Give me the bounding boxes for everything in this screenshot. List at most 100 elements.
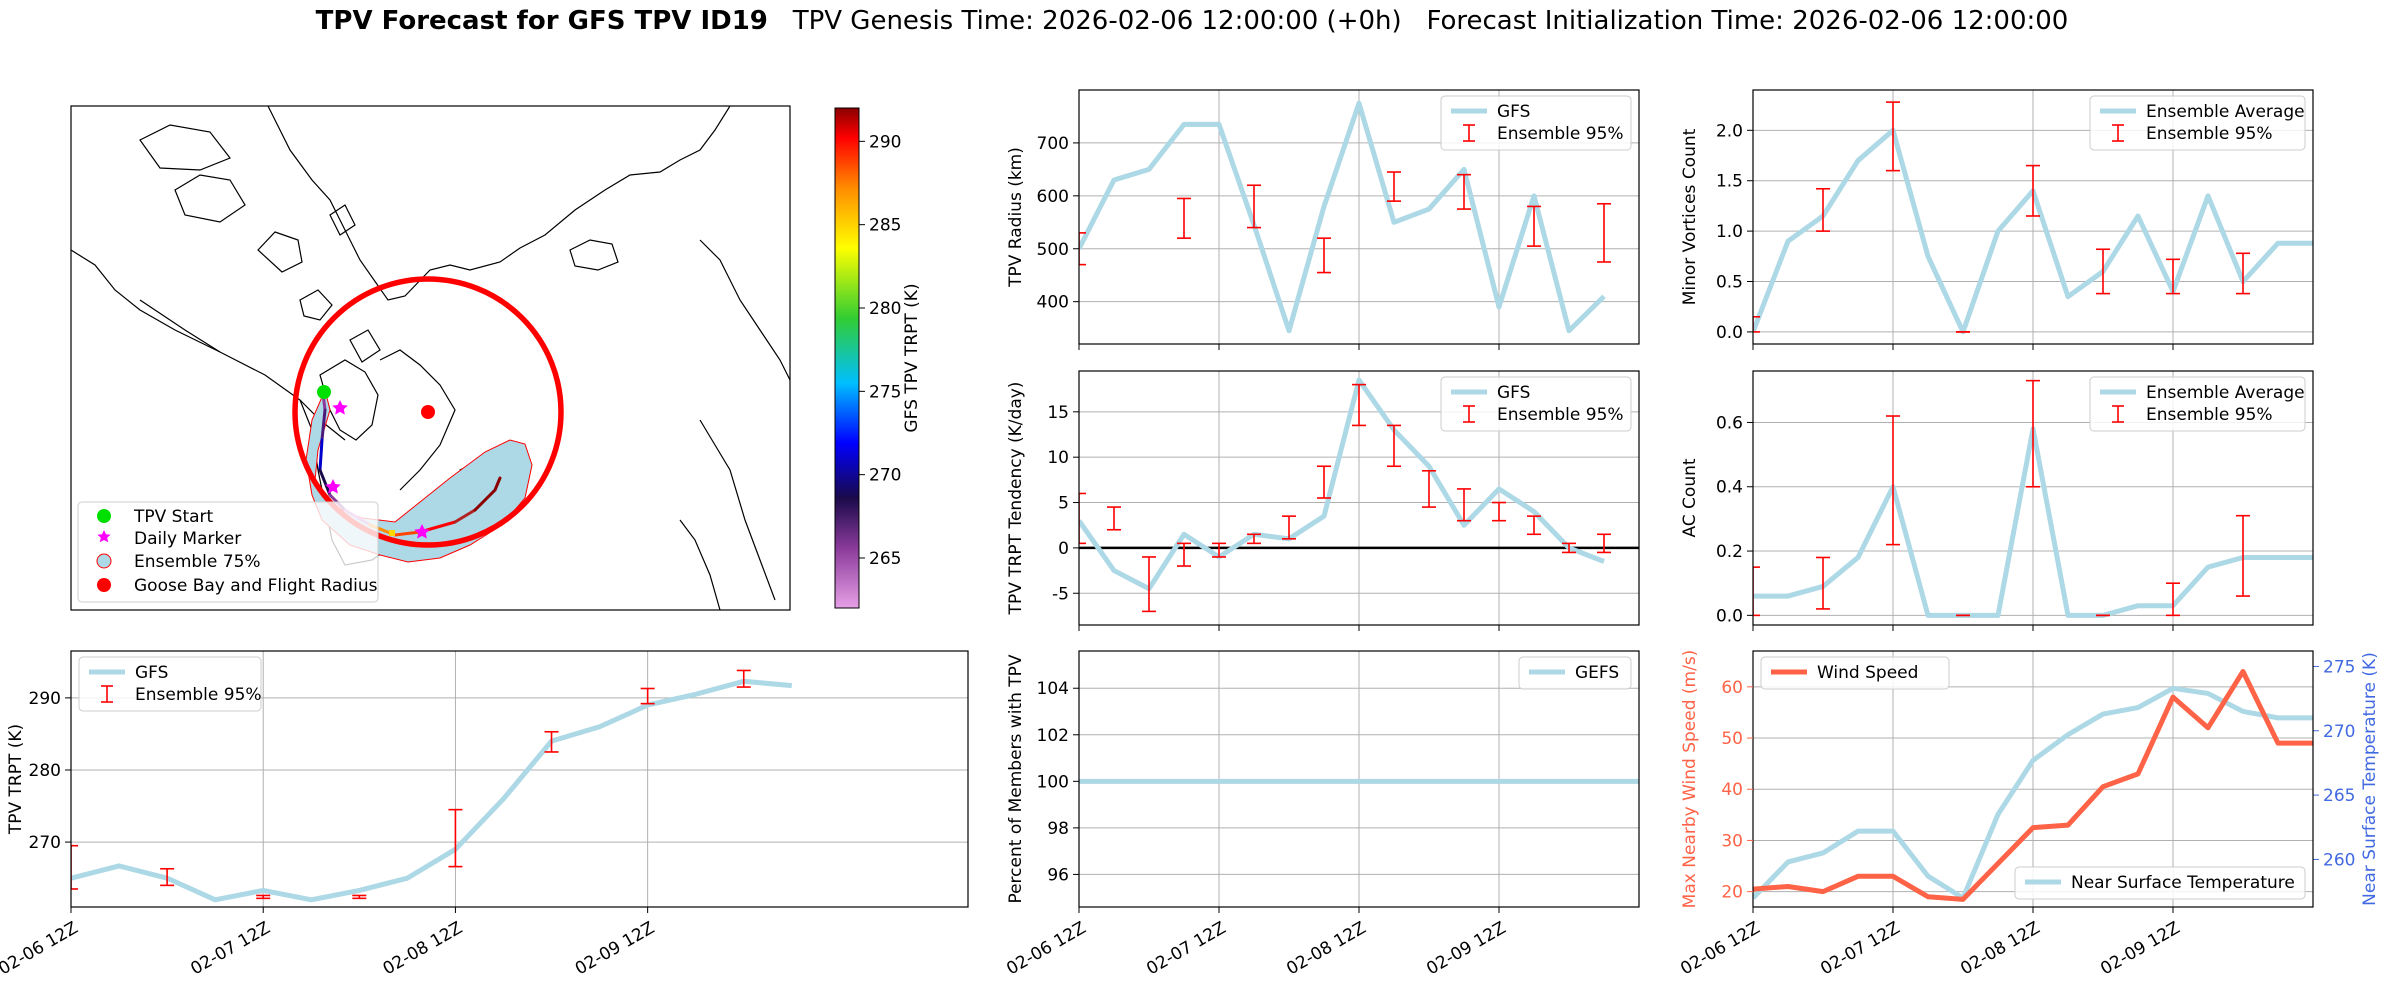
goose-bay-marker (421, 405, 435, 419)
errorbar (1079, 232, 1086, 266)
errorbar (2236, 514, 2250, 597)
errorbar (256, 894, 271, 900)
daily-marker-yellow (389, 530, 395, 536)
errorbar (71, 844, 78, 890)
panel-ac: 0.0 0.2 0.4 0.6 AC Count Ensemble AverageEnse… (1680, 370, 2314, 631)
legend-frame (1440, 95, 1632, 151)
errorbar (1079, 492, 1086, 545)
ytick-label: 104 (1037, 679, 1069, 699)
errorbar (1457, 173, 1471, 210)
ytick-label: 0 (1058, 539, 1069, 559)
errorbar (736, 669, 751, 688)
legend-errorbar-label: Ensemble 95% (2146, 124, 2273, 144)
errorbar (1387, 424, 1401, 468)
ytick-label: -5 (1052, 584, 1069, 604)
legend-goose-bay-icon (97, 578, 111, 592)
iceland-coastline (569, 239, 619, 271)
errorbar (544, 730, 559, 753)
ytick-label: 96 (1047, 865, 1069, 885)
title-bold: TPV Forecast for GFS TPV ID19 (315, 6, 768, 36)
panel-percent: 02-06 12Z 02-07 12Z 02-08 12Z 02-09 12Z 96 98… (1003, 650, 1640, 979)
plot-area-trpt (71, 669, 793, 903)
ytick-label: 0.2 (1716, 542, 1743, 562)
errorbar (1142, 556, 1156, 613)
xtick-label: 02-09 12Z (572, 918, 658, 979)
ytick-label: 100 (1037, 772, 1069, 792)
daily-marker-star (332, 400, 348, 415)
errorbar (160, 867, 175, 887)
errorbar (1492, 501, 1506, 522)
plot-area-minor (1753, 101, 2313, 335)
ytick-label: 2.0 (1716, 121, 1743, 141)
europe-coastline (679, 519, 721, 610)
ytick-label: 700 (1037, 134, 1069, 154)
colorbar-tick-label: 280 (869, 299, 901, 319)
ytick-label: 10 (1047, 448, 1069, 468)
errorbar (1562, 542, 1576, 554)
errorbar (2096, 248, 2110, 295)
ytick-label: 30 (1721, 831, 1743, 851)
errorbar (1886, 101, 1900, 172)
legend-temperature-label: Near Surface Temperature (2071, 873, 2295, 893)
xtick-label: 02-09 12Z (2097, 918, 2183, 979)
island-coastline (329, 204, 356, 236)
legend-star-icon (97, 530, 111, 543)
ytick-label: 1.5 (1716, 172, 1743, 192)
legend-errorbar-label: Ensemble 95% (135, 685, 262, 705)
colorbar: 265 270 275 280 285 290 GFS TPV TRPT (K) (834, 107, 922, 609)
errorbar (1247, 533, 1261, 545)
errorbar (2026, 379, 2040, 488)
xtick-label: 02-08 12Z (1957, 918, 2043, 979)
xtick-label: 02-07 12Z (1817, 918, 1903, 979)
plot-area-tendency (1079, 377, 1639, 613)
series-line-trpt (71, 678, 793, 903)
ytick-label: 98 (1047, 819, 1069, 839)
tpv-start-marker (317, 385, 331, 399)
ylabel-tendency: TPV TRPT Tendency (K/day) (1006, 382, 1026, 616)
ytick-label: 0.0 (1716, 606, 1743, 626)
legend-tpv-start: TPV Start (133, 507, 214, 527)
errorbar (352, 894, 367, 900)
errorbar (1816, 187, 1830, 232)
europe-coastline (699, 419, 776, 601)
ylabel-wind: Max Nearby Wind Speed (m/s) (1680, 650, 1700, 909)
errorbar (1247, 184, 1261, 229)
legend-line-label: Ensemble Average (2146, 102, 2305, 122)
errorbar (2236, 252, 2250, 295)
map-legend: TPV Start Daily Marker Ensemble 75% Goos… (77, 501, 379, 603)
country-border (139, 299, 221, 353)
europe-coastline (699, 239, 790, 381)
daily-markers (325, 400, 430, 539)
legend-line-label: GFS (135, 663, 168, 683)
ytick-label: 0.0 (1716, 323, 1743, 343)
panel-trpt: 02-06 12Z 02-07 12Z 02-08 12Z 02-09 12Z 270 2… (0, 650, 969, 979)
legend-wind: Wind Speed (1760, 656, 1950, 690)
series-line-wind (1753, 668, 2313, 902)
errorbar (1107, 506, 1121, 531)
colorbar-label: GFS TPV TRPT (K) (902, 283, 922, 432)
island-coastline (174, 174, 246, 223)
errorbar (1387, 171, 1401, 202)
legend-frame (2089, 376, 2306, 432)
series-line-temperature (1753, 685, 2313, 901)
xtick-label: 02-09 12Z (1423, 918, 1509, 979)
xtick-label: 02-06 12Z (1003, 918, 1089, 979)
legend-line-label: Ensemble Average (2146, 383, 2305, 403)
ylabel-percent: Percent of Members with TPV (1006, 654, 1026, 903)
plot-area-wind (1753, 668, 2313, 902)
greenland-coastline (267, 106, 731, 301)
daily-marker-star (414, 524, 430, 539)
panel-minor: 0.0 0.5 1.0 1.5 2.0 Minor Vortices Count Ensem… (1680, 89, 2314, 350)
errorbar (1816, 556, 1830, 610)
ytick-label: 1.0 (1716, 222, 1743, 242)
legend-frame (1518, 656, 1632, 690)
errorbar (1527, 205, 1541, 247)
colorbar-tick-label: 270 (869, 466, 901, 486)
xtick-label: 02-07 12Z (1143, 918, 1229, 979)
legend-goose-bay: Goose Bay and Flight Radius (134, 576, 378, 596)
ytick2-label: 260 (2323, 850, 2355, 870)
